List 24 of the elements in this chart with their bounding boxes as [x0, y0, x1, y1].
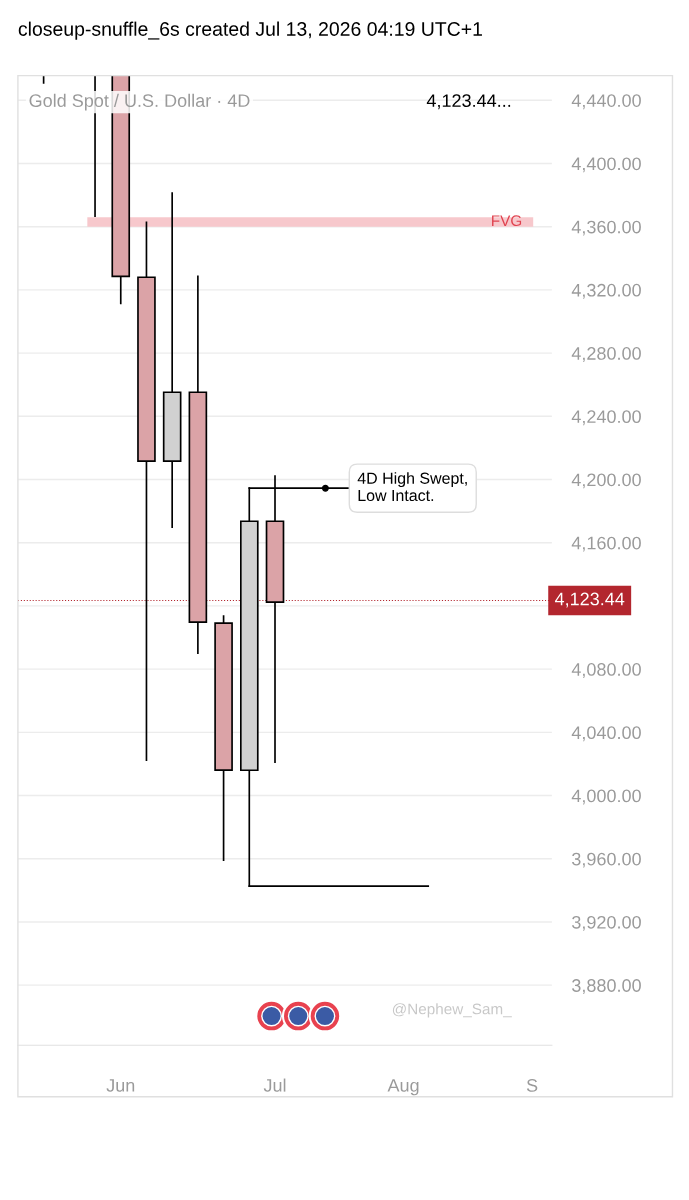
y-tick-label: 4,040.00 — [571, 726, 641, 742]
y-tick-label: 4,160.00 — [571, 536, 641, 552]
y-tick-label: 4,280.00 — [571, 347, 641, 362]
y-tick-label: 4,200.00 — [571, 473, 641, 489]
x-tick-label: S — [526, 1079, 538, 1092]
x-tick-label: Jun — [106, 1079, 135, 1092]
y-tick-label: 4,000.00 — [571, 789, 641, 805]
chart-title: closeup-snuffle_6s created Jul 13, 2026 04:19 UTC+1 — [18, 21, 482, 40]
y-tick-label: 4,240.00 — [571, 410, 641, 426]
y-tick-label: 3,880.00 — [572, 979, 641, 995]
annotation: 4D High Swept, Low Intact. — [357, 472, 467, 502]
y-tick-label: 4,360.00 — [571, 220, 641, 236]
y-tick-label: 4,400.00 — [571, 157, 641, 173]
y-tick-label: 4,320.00 — [571, 283, 641, 299]
y-tick-label: 3,960.00 — [572, 852, 641, 868]
y-tick-label: 4,440.00 — [571, 94, 641, 110]
x-tick-label: Aug — [387, 1079, 419, 1096]
y-tick-label: 3,920.00 — [572, 915, 641, 931]
ref-line-label: 4,123.44 — [554, 592, 625, 608]
band-label: FVG — [492, 215, 522, 227]
y-tick-label: 4,080.00 — [571, 663, 641, 678]
annotation: 4,123.44... — [426, 94, 511, 110]
text: Gold Spot / U.S. Dollar · 4D — [29, 93, 250, 111]
x-tick-label: Jul — [263, 1078, 286, 1092]
